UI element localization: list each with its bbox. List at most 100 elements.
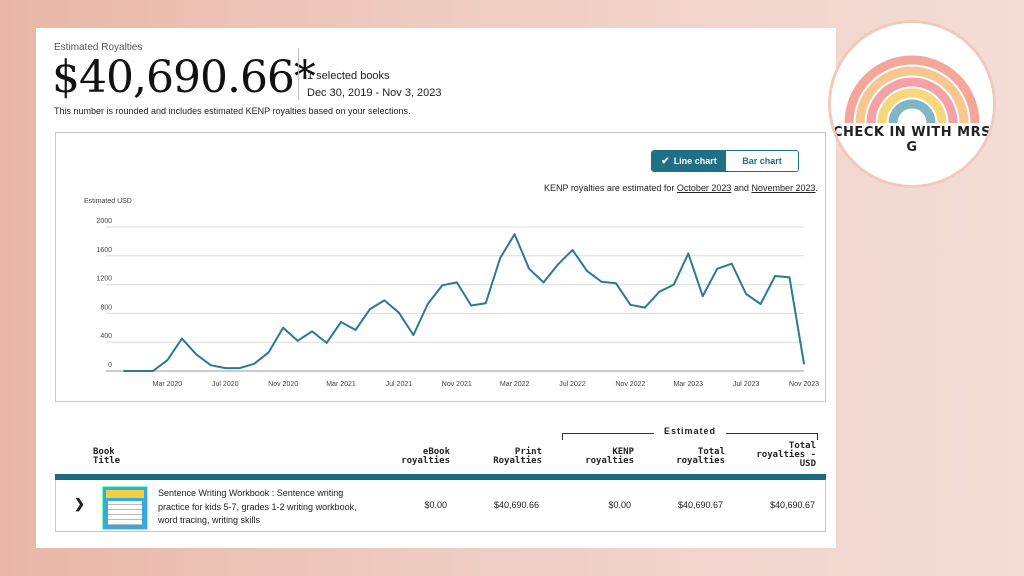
book-title[interactable]: Sentence Writing Workbook : Sentence wri… — [158, 488, 357, 525]
data-point — [470, 304, 473, 307]
data-point — [513, 233, 516, 236]
data-point — [253, 362, 256, 365]
estimated-bracket-right — [726, 433, 818, 434]
line-chart-label: Line chart — [673, 156, 717, 166]
estimated-royalties-label: Estimated Royalties — [54, 42, 143, 53]
cell-print-royalties: $40,690.66 — [493, 500, 539, 510]
check-in-with-mrs-g-logo: CHECK IN WITH MRS G — [828, 20, 996, 188]
data-point — [426, 303, 429, 305]
data-point — [412, 334, 415, 336]
cell-kenp-royalties: $0.00 — [608, 500, 631, 510]
data-point — [369, 308, 371, 310]
data-point — [542, 281, 545, 284]
col-header-kenp-royalties: KENP royalties — [585, 447, 634, 466]
data-point — [282, 326, 285, 329]
october-2023-link[interactable]: October 2023 — [676, 183, 732, 193]
x-tick-label: Mar 2021 — [326, 381, 356, 388]
cover-page-lines — [108, 501, 142, 525]
y-axis-label: Estimated USD — [84, 198, 132, 205]
col-header-total-royalties: Total royalties — [676, 447, 725, 466]
data-point — [209, 364, 212, 367]
line-chart-button[interactable]: ✔ Line chart — [652, 151, 726, 171]
data-point — [238, 367, 241, 370]
chart-type-toggle: ✔ Line chart Bar chart — [651, 150, 799, 172]
x-tick-label: Jul 2021 — [386, 381, 413, 388]
logo-text: CHECK IN WITH MRS G — [833, 125, 991, 155]
kenp-note-prefix: KENP royalties are estimated for — [543, 183, 677, 193]
kenp-note-and: and — [731, 183, 752, 193]
cell-total-royalties: $40,690.67 — [677, 500, 723, 510]
data-point — [788, 276, 791, 279]
summary-divider — [298, 48, 299, 100]
expand-chevron-icon[interactable]: ❯ — [74, 496, 85, 511]
estimated-bracket-tick-right — [817, 433, 818, 440]
rainbow-arc-2 — [855, 66, 969, 124]
rainbow-arc-outer — [844, 55, 980, 124]
date-range: Dec 30, 2019 - Nov 3, 2023 — [307, 87, 442, 99]
data-point — [137, 370, 140, 372]
royalties-line-chart: Estimated USD 0 400 800 1200 1600 2000 Mar 2020… — [84, 198, 819, 388]
data-point — [803, 362, 805, 365]
x-tick-label: Nov 2021 — [442, 381, 472, 388]
data-point — [354, 329, 357, 331]
col-header-print-royalties: Print Royalties — [493, 447, 542, 466]
x-tick-label: Mar 2020 — [153, 381, 183, 388]
data-point — [123, 370, 125, 372]
x-tick-label: Jul 2020 — [212, 381, 239, 388]
x-tick-label: Mar 2022 — [500, 381, 530, 388]
data-point — [701, 295, 704, 298]
y-tick-label: 400 — [100, 333, 112, 340]
bar-chart-label: Bar chart — [742, 156, 782, 166]
data-point — [557, 263, 559, 266]
data-point — [774, 275, 776, 277]
y-tick-label: 1200 — [96, 276, 112, 283]
kenp-estimate-note: KENP royalties are estimated for October… — [544, 183, 818, 193]
x-tick-label: Jul 2023 — [733, 381, 760, 388]
data-point — [615, 282, 617, 285]
x-tick-label: Nov 2020 — [268, 381, 298, 388]
data-point — [455, 281, 458, 284]
data-point — [528, 267, 531, 270]
data-point — [629, 303, 632, 306]
x-tick-label: Mar 2023 — [673, 381, 703, 388]
estimated-royalties-amount: $40,690.66* — [52, 52, 316, 103]
data-point — [296, 339, 299, 342]
table-header-bar — [55, 474, 826, 480]
data-point — [716, 267, 719, 270]
data-point — [672, 283, 675, 286]
data-point — [484, 302, 487, 305]
y-tick-label: 1600 — [96, 247, 112, 254]
bar-chart-button[interactable]: Bar chart — [726, 151, 798, 171]
data-point — [745, 293, 748, 295]
data-point — [643, 306, 646, 309]
book-cover-thumbnail[interactable] — [102, 486, 148, 530]
data-point — [195, 353, 198, 356]
data-point — [571, 249, 574, 251]
data-point — [397, 311, 400, 314]
y-tick-label: 0 — [108, 362, 112, 369]
data-point — [687, 252, 690, 255]
col-header-book-title: Book Title — [93, 447, 121, 466]
rounding-note: This number is rounded and includes esti… — [54, 106, 411, 116]
estimated-bracket-left — [562, 433, 654, 434]
royalties-card: Estimated Royalties $40,690.66* 1 select… — [36, 28, 836, 548]
data-point — [383, 299, 386, 302]
rainbow-arc-inner — [888, 99, 936, 124]
data-point — [311, 330, 313, 333]
y-tick-label: 800 — [100, 304, 112, 311]
november-2023-link[interactable]: November 2023 — [751, 183, 816, 193]
data-point — [600, 280, 603, 283]
col-header-ebook-royalties: eBook royalties — [401, 447, 450, 466]
data-point — [730, 262, 733, 265]
rainbow-icon — [844, 55, 980, 124]
data-point — [499, 257, 502, 259]
data-point — [658, 290, 661, 293]
chart-container: ✔ Line chart Bar chart KENP royalties ar… — [55, 132, 826, 402]
data-point — [267, 351, 270, 354]
estimated-label: Estimated — [663, 426, 716, 436]
royalties-series-line — [124, 233, 805, 372]
data-point — [441, 284, 444, 287]
table-row: ❯ Sentence Writing Workbook : Sentence w… — [55, 480, 826, 532]
cover-title-strip — [106, 490, 144, 498]
selected-books-count: 1 selected books — [307, 70, 390, 82]
